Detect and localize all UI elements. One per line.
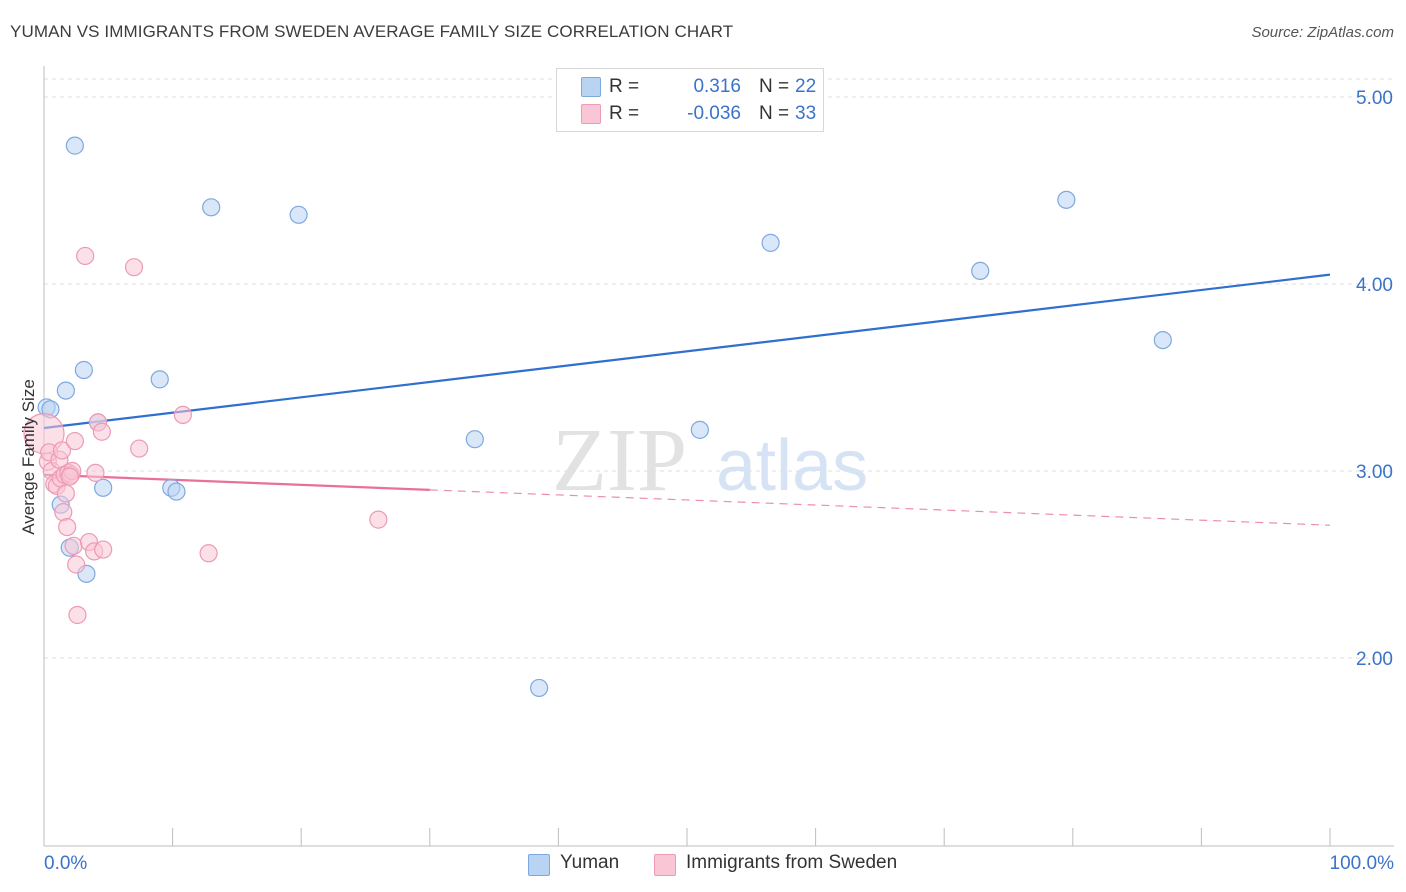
point-yuman (690, 420, 709, 439)
trend-line-sweden-extension (429, 489, 1331, 526)
point-yuman (1153, 331, 1172, 350)
series-swatch-yuman (528, 854, 550, 876)
point-yuman (150, 370, 169, 389)
watermark: ZIP atlas (552, 411, 868, 510)
gridlines (44, 78, 1395, 659)
point-sweden (94, 540, 113, 559)
legend-r-value: -0.036 (687, 103, 741, 124)
point-sweden (130, 439, 149, 458)
data-points (23, 136, 1172, 698)
point-yuman (202, 198, 221, 217)
point-sweden (54, 503, 73, 522)
watermark-zip: ZIP (552, 411, 687, 510)
point-sweden (92, 422, 111, 441)
point-sweden (60, 467, 79, 486)
point-sweden (56, 484, 75, 503)
point-yuman (65, 136, 84, 155)
trend-lines (43, 273, 1331, 526)
point-yuman (167, 482, 186, 501)
point-sweden (173, 405, 192, 424)
point-sweden (124, 258, 144, 277)
point-yuman (94, 478, 113, 497)
chart-title: YUMAN VS IMMIGRANTS FROM SWEDEN AVERAGE … (10, 22, 734, 41)
trend-line-sweden (43, 473, 430, 491)
point-yuman (56, 381, 75, 400)
legend-swatch-sweden (581, 104, 601, 124)
series-swatch-sweden (654, 854, 676, 876)
source-label: Source: ZipAtlas.com (1251, 24, 1394, 41)
point-sweden (86, 463, 105, 482)
series-name-yuman: Yuman (560, 852, 620, 873)
tick-labels: 2.00 3.00 4.00 5.00 0.0% 100.0% (44, 88, 1394, 874)
point-sweden (58, 517, 77, 537)
point-yuman (74, 360, 93, 380)
legend-r-label: R = (609, 103, 640, 124)
point-sweden (68, 605, 87, 625)
watermark-atlas: atlas (716, 426, 868, 506)
point-sweden (369, 510, 388, 529)
series-name-sweden: Immigrants from Sweden (686, 852, 898, 873)
x-tick-label: 100.0% (1330, 853, 1395, 874)
point-sweden (52, 441, 72, 460)
point-sweden (76, 246, 95, 266)
stats-legend: R = 0.316 N = 22 R = -0.036 N = 33 (556, 68, 824, 132)
legend-n-label: N = (759, 76, 790, 97)
point-yuman (465, 430, 484, 449)
legend-n-label: N = (759, 103, 790, 124)
legend-r-label: R = (609, 76, 640, 97)
point-sweden (64, 536, 83, 555)
point-sweden (199, 544, 218, 563)
y-tick-label: 5.00 (1356, 88, 1393, 109)
y-tick-label: 2.00 (1356, 649, 1393, 670)
point-yuman (289, 205, 308, 224)
y-axis-label: Average Family Size (19, 379, 38, 535)
legend-n-value: 22 (795, 76, 817, 97)
point-yuman (530, 678, 549, 698)
y-tick-label: 3.00 (1356, 462, 1393, 483)
point-yuman (1057, 190, 1076, 209)
legend-n-value: 33 (795, 103, 817, 124)
point-sweden (67, 555, 86, 574)
point-yuman (971, 261, 990, 281)
point-sweden (65, 431, 84, 451)
legend-r-value: 0.316 (693, 76, 741, 97)
y-tick-label: 4.00 (1356, 275, 1393, 296)
legend-swatch-yuman (581, 77, 601, 97)
point-yuman (761, 233, 780, 252)
x-tick-label: 0.0% (44, 853, 87, 874)
trend-line-yuman (43, 273, 1331, 430)
